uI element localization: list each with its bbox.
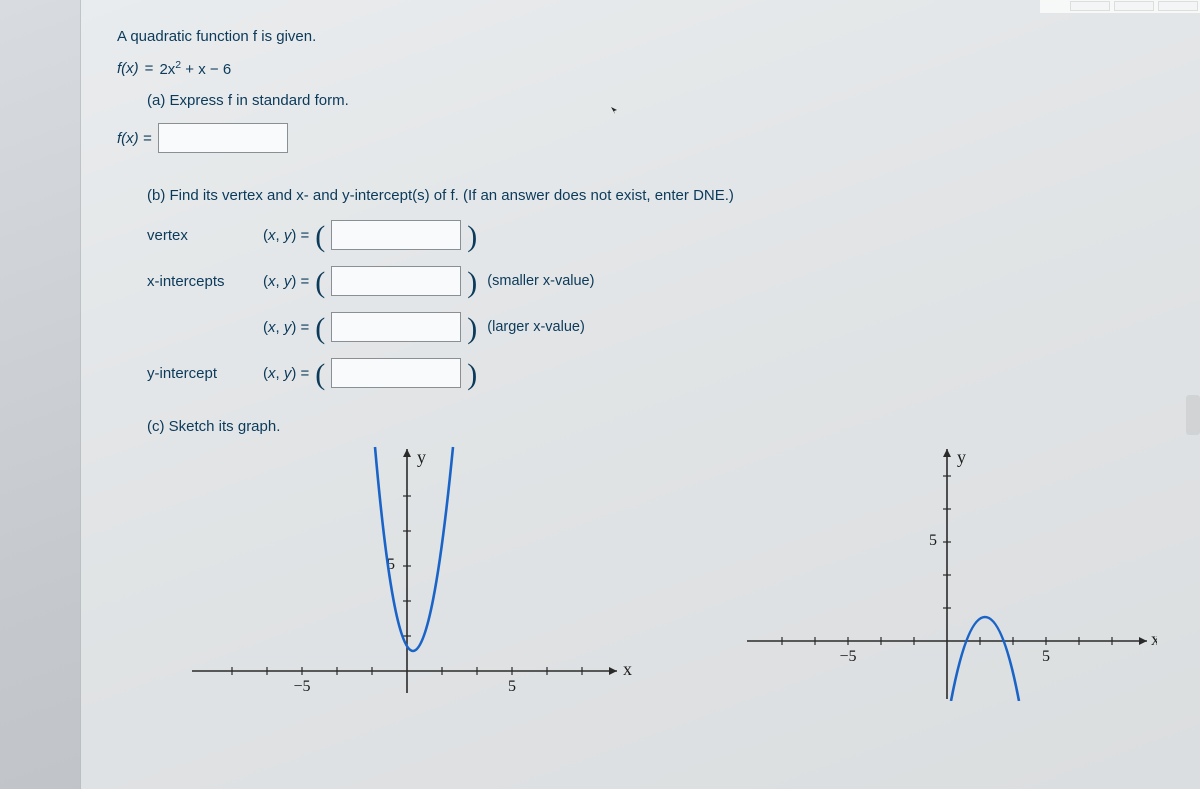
xint-large-row: (x, y) = ( ) (larger x-value) — [147, 312, 1170, 342]
rparen-icon: ) — [467, 365, 477, 385]
lparen-icon: ( — [315, 227, 325, 247]
xint-large-input[interactable] — [331, 312, 461, 342]
xy-prefix: (x, y) = — [263, 319, 309, 336]
lparen-icon: ( — [315, 365, 325, 385]
svg-text:x: x — [623, 659, 632, 679]
standard-form-input[interactable] — [158, 123, 288, 153]
xy-prefix: (x, y) = — [263, 227, 309, 244]
y-axis-label: y — [957, 447, 966, 467]
rparen-icon: ) — [467, 273, 477, 293]
vertex-row: vertex (x, y) = ( ) — [147, 220, 1170, 250]
part-a-prompt: (a) Express f in standard form. — [147, 92, 1170, 109]
graph-option-1[interactable]: −5 5 5 x y — [177, 441, 637, 701]
xint-label: x-intercepts — [147, 273, 257, 290]
vertex-input[interactable] — [331, 220, 461, 250]
eqn-lhs: f(x) — [117, 60, 139, 77]
graph-options: −5 5 5 x y — [177, 441, 1170, 701]
vertex-label: vertex — [147, 227, 257, 244]
part-a-answer-row: f(x) = — [117, 123, 1170, 153]
eqn-eq: = — [145, 60, 154, 77]
question-panel: A quadratic function f is given. f(x) = … — [80, 0, 1200, 789]
graph-option-2[interactable]: −5 5 5 x y — [737, 441, 1157, 701]
xy-prefix: (x, y) = — [263, 273, 309, 290]
rparen-icon: ) — [467, 319, 477, 339]
intro-text: A quadratic function f is given. — [117, 28, 1170, 45]
xint-large-hint: (larger x-value) — [487, 319, 585, 335]
svg-text:−5: −5 — [839, 648, 856, 665]
svg-text:5: 5 — [508, 678, 516, 695]
svg-text:5: 5 — [1042, 648, 1050, 665]
xint-small-row: x-intercepts (x, y) = ( ) (smaller x-val… — [147, 266, 1170, 296]
svg-text:5: 5 — [929, 532, 937, 549]
lparen-icon: ( — [315, 319, 325, 339]
lparen-icon: ( — [315, 273, 325, 293]
curve-2 — [951, 617, 1019, 701]
svg-text:−5: −5 — [293, 678, 310, 695]
axes: −5 5 5 x y — [747, 447, 1157, 699]
eqn-rhs: 2x2 + x − 6 — [159, 59, 231, 78]
part-b-prompt: (b) Find its vertex and x- and y-interce… — [147, 187, 1170, 204]
scrollbar-thumb[interactable] — [1186, 395, 1200, 435]
part-a-lhs: f(x) = — [117, 130, 152, 147]
yint-input[interactable] — [331, 358, 461, 388]
cursor-artifact — [611, 107, 617, 113]
intro: A quadratic function f is given. — [117, 28, 316, 45]
given-equation: f(x) = 2x2 + x − 6 — [117, 59, 1170, 78]
yint-label: y-intercept — [147, 365, 257, 382]
rparen-icon: ) — [467, 227, 477, 247]
axes: −5 5 5 x y — [192, 447, 632, 695]
part-c-prompt: (c) Sketch its graph. — [147, 418, 1170, 435]
svg-text:x: x — [1151, 629, 1157, 649]
yint-row: y-intercept (x, y) = ( ) — [147, 358, 1170, 388]
xint-small-hint: (smaller x-value) — [487, 273, 594, 289]
curve-1 — [375, 447, 453, 651]
xy-prefix: (x, y) = — [263, 365, 309, 382]
xint-small-input[interactable] — [331, 266, 461, 296]
y-axis-label: y — [417, 447, 426, 467]
